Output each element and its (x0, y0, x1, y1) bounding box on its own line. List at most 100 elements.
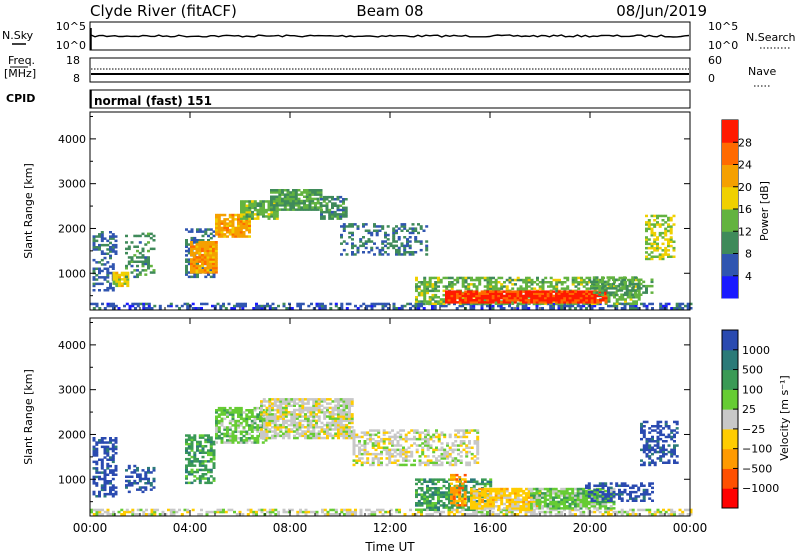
beam-title: Beam 08 (356, 2, 423, 20)
noise-right-tick-top: 10^5 (708, 20, 738, 33)
data-region (125, 232, 156, 279)
velocity-ylabel: Slant Range [km] (22, 369, 35, 465)
velocity-colorbar-tick-label: −1000 (742, 482, 779, 495)
power-colorbar-tick-label: 20 (738, 181, 752, 194)
power-colorbar-tick-label: 12 (738, 225, 752, 238)
freq-tick-top: 18 (66, 54, 80, 67)
y-tick-label: 1000 (58, 267, 86, 280)
velocity-colorbar-segment (722, 448, 738, 469)
velocity-panel: 1000 2000 3000 4000 00:00 04:00 08:00 12:00 16:… (22, 317, 791, 554)
power-colorbar-segment (722, 209, 738, 232)
station-title: Clyde River (fitACF) (90, 2, 237, 20)
data-region (590, 276, 654, 296)
nave-tick-bottom: 0 (708, 72, 715, 85)
y-tick-label: 1000 (58, 473, 86, 486)
power-colorbar-ticks: 4 8 12 16 20 24 28 (733, 136, 752, 283)
velocity-colorbar-segment (722, 369, 738, 390)
y-tick-label: 4000 (58, 133, 86, 146)
cpid-mode-text: normal (fast) 151 (94, 94, 212, 108)
data-region (185, 434, 216, 485)
y-tick-label: 3000 (58, 178, 86, 191)
power-colorbar-segment (722, 231, 738, 254)
nave-label: Nave (748, 65, 776, 78)
cpid-panel: CPID normal (fast) 151 (6, 89, 691, 109)
y-tick-label: 2000 (58, 428, 86, 441)
velocity-colorbar-label: Velocity [m s⁻¹] (778, 375, 791, 460)
power-colorbar-tick-label: 4 (745, 270, 752, 283)
power-colorbar-segment (722, 164, 738, 188)
velocity-colorbar-segment (722, 389, 738, 410)
data-region (640, 420, 679, 467)
data-region (585, 482, 654, 502)
data-region (215, 406, 268, 444)
data-region (645, 214, 676, 261)
velocity-colorbar-ticks: 1000 500 100 25 −25 −100 −500 −1000 (733, 344, 779, 495)
power-colorbar-tick-label: 24 (738, 159, 752, 172)
velocity-colorbar-segment (722, 488, 738, 509)
freq-panel: Freq. [MHz] 18 8 60 0 Nave (4, 54, 776, 87)
x-tick-label: 08:00 (273, 521, 308, 535)
velocity-colorbar-tick-label: −500 (742, 462, 772, 475)
data-region (270, 189, 323, 211)
data-region (340, 223, 429, 256)
power-colorbar-segment (722, 142, 738, 165)
x-tick-label: 00:00 (73, 521, 108, 535)
power-colorbar-tick-label: 28 (738, 136, 752, 149)
velocity-x-axis: 00:00 04:00 08:00 12:00 16:00 20:00 00:00 (73, 318, 707, 535)
velocity-data (90, 398, 693, 516)
data-region (450, 473, 467, 507)
data-region (260, 398, 354, 440)
velocity-colorbar-segment (722, 428, 738, 450)
power-colorbar-segment (722, 120, 738, 143)
data-region (125, 464, 156, 494)
velocity-colorbar-segment (722, 330, 738, 351)
power-colorbar-label: Power [dB] (758, 181, 771, 241)
velocity-y-axis: 1000 2000 3000 4000 (58, 321, 690, 503)
power-y-axis: 1000 2000 3000 4000 (58, 115, 690, 297)
date-title: 08/Jun/2019 (616, 2, 707, 20)
data-region (352, 429, 480, 467)
noise-tick-top: 10^5 (56, 20, 86, 33)
x-tick-label: 12:00 (373, 521, 408, 535)
noise-tick-bottom: 10^0 (56, 39, 86, 52)
velocity-colorbar-segment (722, 409, 738, 430)
velocity-colorbar-segment (722, 349, 738, 371)
velocity-colorbar-frame (721, 329, 739, 509)
time-axis-label: Time UT (364, 540, 415, 554)
y-tick-label: 3000 (58, 384, 86, 397)
power-data (90, 189, 693, 310)
data-region (92, 231, 118, 292)
noise-panel: N.Sky 10^5 10^0 10^5 10^0 N.Search (2, 20, 796, 52)
power-colorbar (722, 120, 738, 299)
noise-right-tick-bottom: 10^0 (708, 39, 738, 52)
velocity-colorbar-segment (722, 468, 738, 489)
freq-label-2: [MHz] (4, 67, 36, 80)
nave-tick-top: 60 (708, 54, 722, 67)
velocity-colorbar-tick-label: 100 (742, 383, 763, 396)
data-region (112, 271, 130, 288)
data-region (92, 437, 118, 498)
power-colorbar-segment (722, 275, 738, 299)
velocity-colorbar-tick-label: 1000 (742, 344, 770, 357)
freq-tick-bottom: 8 (73, 72, 80, 85)
noise-left-label: N.Sky (2, 29, 34, 42)
x-tick-label: 04:00 (173, 521, 208, 535)
noise-right-label: N.Search (746, 31, 796, 44)
freq-panel-frame (89, 57, 691, 83)
velocity-colorbar-tick-label: 25 (742, 403, 756, 416)
power-panel: 1000 2000 3000 4000 Slant Range [km] 4 8 12 16… (22, 111, 771, 311)
velocity-colorbar-tick-label: 500 (742, 364, 763, 377)
velocity-colorbar-tick-label: −100 (742, 443, 772, 456)
power-colorbar-tick-label: 16 (738, 203, 752, 216)
y-tick-label: 4000 (58, 339, 86, 352)
velocity-colorbar (722, 330, 738, 509)
data-region (215, 213, 251, 238)
power-ylabel: Slant Range [km] (22, 163, 35, 259)
noise-panel-frame (89, 21, 691, 51)
data-region (445, 290, 608, 304)
cpid-panel-frame (89, 89, 691, 109)
power-colorbar-segment (722, 253, 738, 277)
power-x-ticks (89, 112, 691, 310)
velocity-colorbar-tick-label: −25 (742, 423, 765, 436)
